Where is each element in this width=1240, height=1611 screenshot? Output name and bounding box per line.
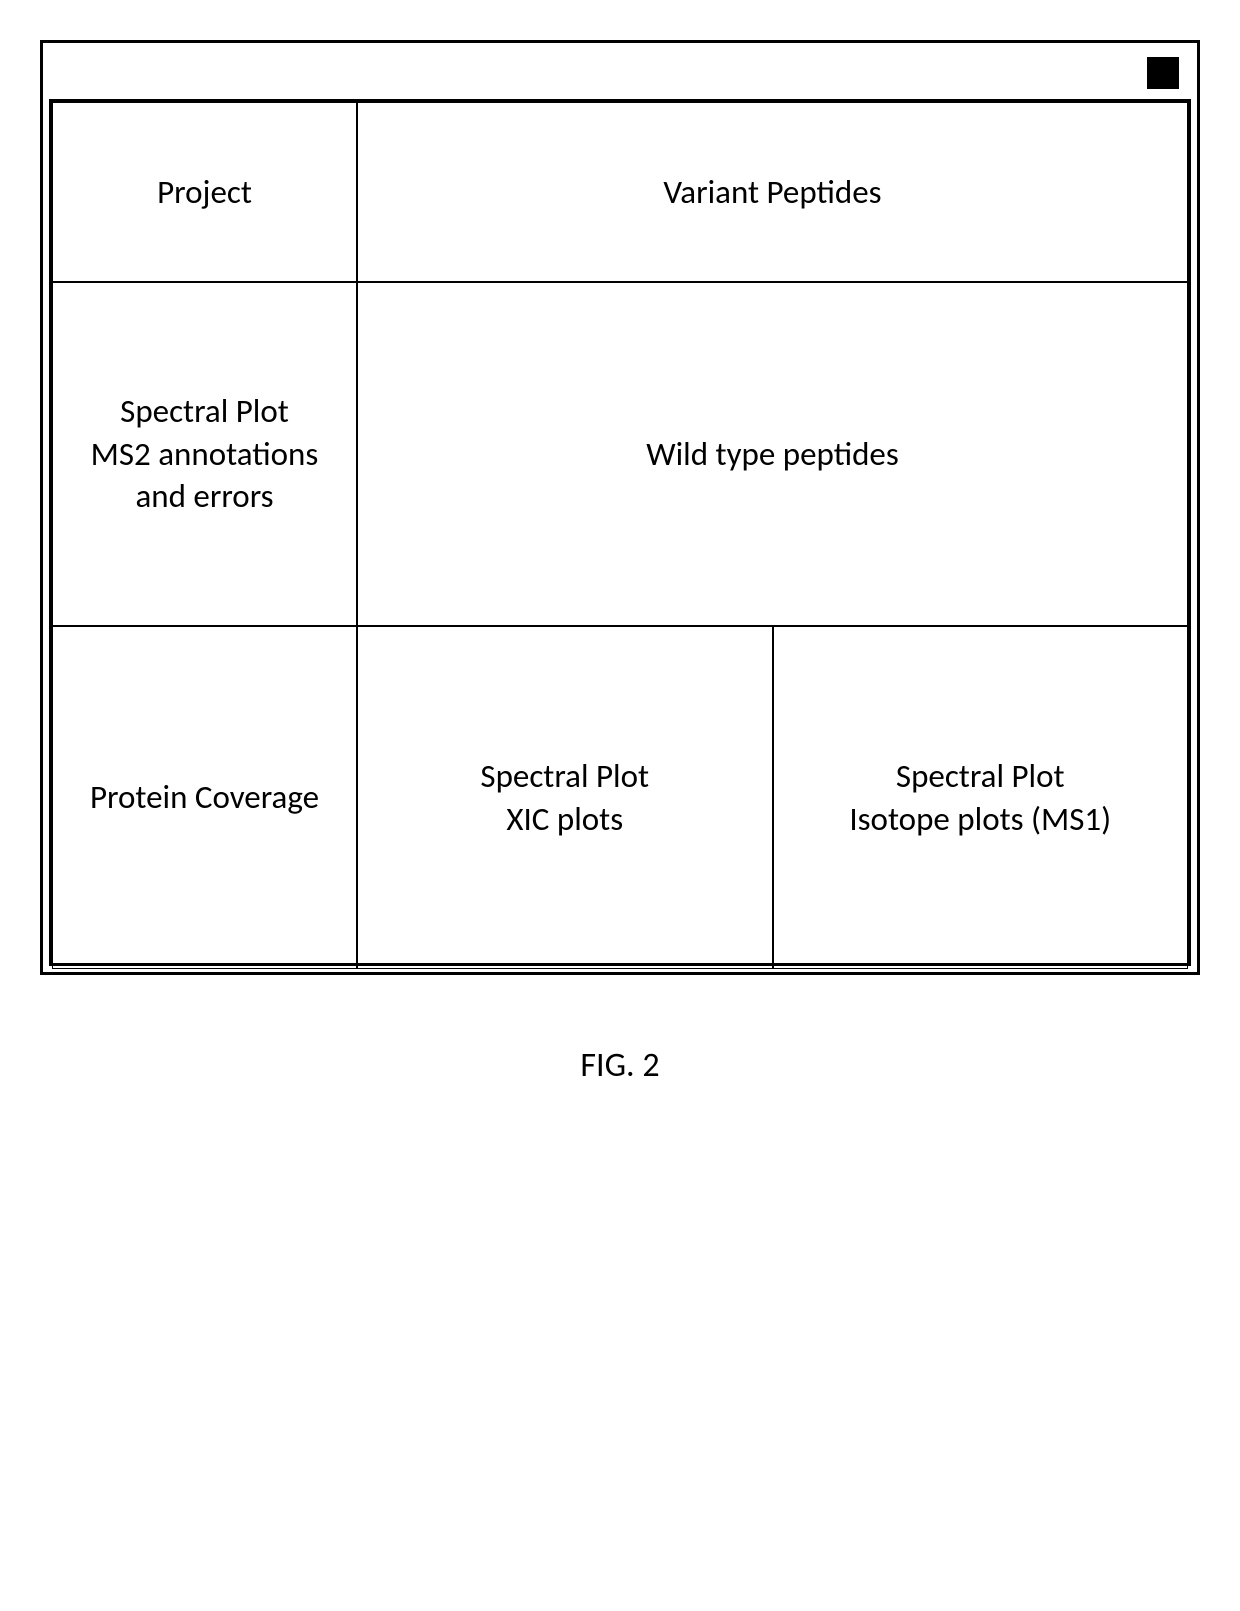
title-bar: [49, 49, 1191, 99]
window-control-icon[interactable]: [1147, 57, 1179, 89]
panel-ms2-line2: MS2 annotations: [91, 433, 319, 476]
panel-coverage-label: Protein Coverage: [90, 776, 319, 819]
panel-isotope-line1: Spectral Plot: [896, 755, 1065, 798]
panel-ms2-line1: Spectral Plot: [120, 390, 289, 433]
panel-xic-line1: Spectral Plot: [480, 755, 649, 798]
panel-variant-peptides: Variant Peptides: [357, 102, 1188, 282]
figure-caption: FIG. 2: [40, 1045, 1200, 1086]
panel-wildtype-peptides: Wild type peptides: [357, 282, 1188, 626]
panel-variant-label: Variant Peptides: [663, 171, 881, 214]
panel-project: Project: [52, 102, 357, 282]
panel-xic-line2: XIC plots: [506, 798, 623, 841]
panel-ms2-line3: and errors: [135, 475, 273, 518]
panel-xic-plots: Spectral Plot XIC plots: [357, 626, 773, 969]
panel-wildtype-label: Wild type peptides: [646, 433, 899, 476]
figure-caption-text: FIG. 2: [580, 1045, 659, 1086]
panel-isotope-plots: Spectral Plot Isotope plots (MS1): [773, 626, 1189, 969]
panel-bottom-right-container: Spectral Plot XIC plots Spectral Plot Is…: [357, 626, 1188, 969]
panel-isotope-line2: Isotope plots (MS1): [849, 798, 1111, 841]
window-frame: Project Variant Peptides Spectral Plot M…: [40, 40, 1200, 975]
panel-grid: Project Variant Peptides Spectral Plot M…: [49, 99, 1191, 966]
panel-project-label: Project: [157, 171, 252, 214]
panel-ms2-annotations: Spectral Plot MS2 annotations and errors: [52, 282, 357, 626]
panel-protein-coverage: Protein Coverage: [52, 626, 357, 969]
